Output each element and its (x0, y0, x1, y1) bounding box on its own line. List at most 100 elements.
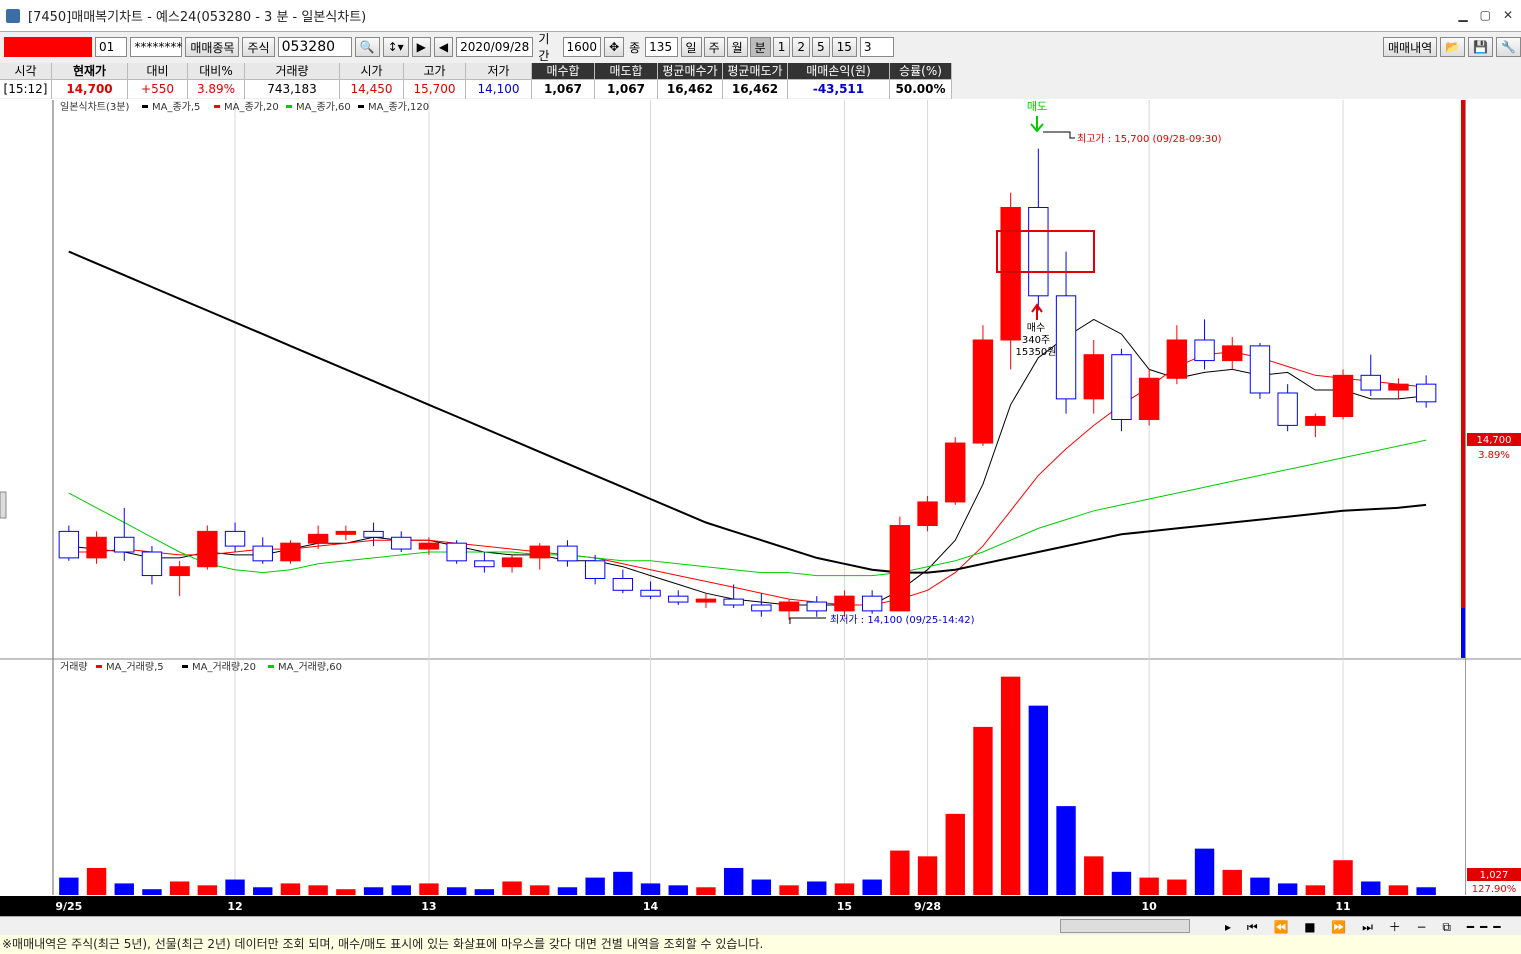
volume-bar (308, 885, 328, 895)
count-label: 종 (629, 40, 641, 55)
candle-body (834, 595, 855, 612)
legend-swatch (182, 665, 188, 668)
app-icon (6, 8, 20, 23)
candle-body (1415, 383, 1437, 403)
settings[interactable]: 🔧 (1496, 37, 1521, 57)
candle-body (668, 595, 689, 603)
volume-bar (973, 726, 993, 895)
candle-body (252, 545, 273, 562)
side-handle[interactable] (0, 491, 7, 519)
unit-button[interactable]: 월 (726, 37, 748, 57)
info-column: 평균매도가 16,462 (723, 63, 788, 99)
candle-body (1000, 206, 1021, 341)
info-column: 현재가 14,700 (52, 63, 128, 99)
x-tick-label: 10 (1141, 900, 1157, 913)
unit-button[interactable]: 주 (703, 37, 725, 57)
window-title: [7450]매매복기차트 - 예스24(053280 - 3 분 - 일본식차트… (28, 10, 367, 25)
scroll-thumb[interactable] (1060, 919, 1190, 933)
high-leader (1043, 131, 1075, 139)
candle-body (224, 530, 246, 547)
candle-body (806, 601, 827, 612)
minimize[interactable]: ▁ (1458, 8, 1468, 22)
toolbar: 01 ******** 매매종목 주식 053280 🔍 ↕▾ ▶ ◀ 2020… (0, 32, 1521, 63)
count-input[interactable]: 135 (645, 37, 678, 57)
legend-entry: MA_종가,60 (296, 101, 351, 113)
legend-entry: MA_종가,20 (224, 101, 279, 113)
candle-body (335, 530, 357, 535)
search[interactable]: 🔍 (354, 37, 380, 57)
date-input[interactable]: 2020/09/28 (456, 37, 534, 57)
unit-button[interactable]: 15 (831, 37, 857, 57)
x-tick-label: 15 (837, 900, 852, 913)
interval-select[interactable]: 3 (859, 37, 894, 57)
chart-bg (0, 99, 1521, 896)
info-column: 매수합 1,067 (532, 63, 595, 99)
info-column: 대비 +550 (128, 63, 188, 99)
volume-bar (723, 867, 744, 895)
candle-body (695, 598, 717, 603)
volume-bar (197, 885, 218, 895)
x-tick-label: 9/28 (914, 900, 941, 913)
market-select[interactable]: 주식 (242, 37, 275, 57)
price-pct: 3.89% (1478, 450, 1510, 461)
candle-body (861, 595, 883, 612)
footer-note: ※매매내역은 주식(최근 5년), 선물(최근 2년) 데이터만 조회 되며, … (0, 935, 1521, 954)
period-input[interactable]: 1600 (562, 37, 602, 57)
account-suffix[interactable]: 01 (94, 37, 128, 57)
candle-body (972, 339, 994, 444)
candle-body (723, 598, 744, 606)
low-leader (789, 617, 826, 624)
volume-bar (253, 887, 273, 895)
info-header: 저가 (466, 63, 531, 80)
x-tick-label: 14 (643, 900, 659, 913)
legend-swatch (358, 105, 364, 108)
scrollbar[interactable]: ▸ ⏮ ⏪ ■ ⏩ ⏭ ＋ − ⧉ ━━━ ⏭ ◀ (0, 916, 1521, 949)
save[interactable]: 💾 (1468, 37, 1494, 57)
unit-button[interactable]: 일 (680, 37, 702, 57)
volume-bar (114, 883, 134, 895)
unit-button[interactable]: 2 (792, 37, 810, 57)
candle-body (307, 533, 329, 544)
password[interactable]: ******** (130, 37, 183, 57)
info-header: 고가 (404, 63, 465, 80)
x-tick-label: 9/25 (55, 900, 82, 913)
unit-button[interactable]: 5 (811, 37, 830, 57)
x-tick-label: 11 (1335, 900, 1350, 913)
volume-bar (59, 877, 79, 895)
volume-bar (613, 871, 633, 895)
info-header: 평균매도가 (723, 63, 787, 80)
info-value: -43,511 (788, 80, 889, 98)
volume-bar (1416, 887, 1436, 895)
candle-body (1249, 345, 1271, 394)
right-bar-red (1461, 100, 1465, 608)
next[interactable]: ▶ (411, 37, 431, 57)
code-input[interactable]: 053280 (277, 37, 352, 57)
zoom[interactable]: ✥ (604, 37, 625, 57)
volume-bar (585, 877, 605, 895)
unit-button[interactable]: 1 (772, 37, 791, 57)
volume-bar (391, 885, 411, 895)
candle-body (391, 536, 412, 550)
volume-bar (419, 883, 439, 895)
info-value: 50.00% (890, 80, 951, 98)
volume-bar (502, 881, 522, 895)
sort[interactable]: ↕▾ (382, 37, 409, 57)
maximize[interactable]: ▢ (1479, 8, 1491, 22)
candle-body (1332, 374, 1354, 418)
prev[interactable]: ◀ (433, 37, 454, 57)
open[interactable]: 📂 (1440, 37, 1466, 57)
volume-bar (1167, 879, 1187, 895)
trade-item-button[interactable]: 매매종목 (185, 37, 240, 57)
volume-legend-title: 거래량 (60, 661, 88, 673)
info-value: 16,462 (723, 80, 787, 98)
account-mask (4, 37, 92, 57)
volume-bar (1139, 877, 1159, 895)
candle-body (474, 560, 495, 568)
close[interactable]: ✕ (1502, 8, 1513, 22)
legend-entry: MA_종가,5 (152, 101, 200, 113)
history-button[interactable]: 매매내역 (1382, 37, 1438, 57)
buy-qty: 340주 (1022, 335, 1050, 346)
candle-body (501, 557, 523, 568)
volume-bar (1056, 806, 1076, 895)
unit-button[interactable]: 분 (749, 37, 771, 57)
